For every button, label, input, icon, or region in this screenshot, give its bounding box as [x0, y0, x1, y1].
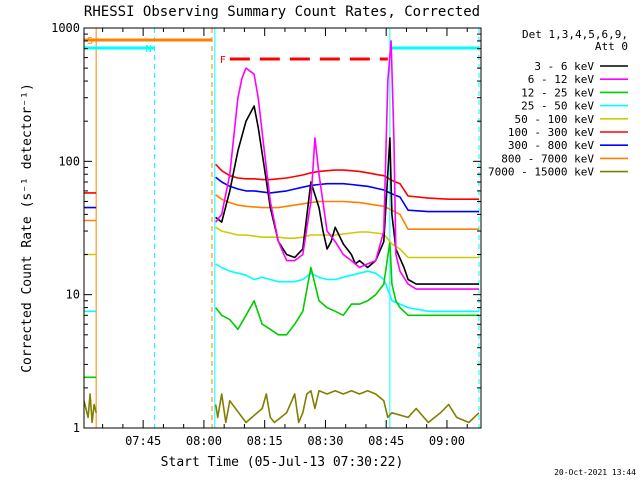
x-tick-label: 08:15: [247, 434, 283, 448]
y-tick-label: 1000: [51, 21, 80, 35]
series-line-3: [84, 263, 479, 313]
y-tick-label: 1: [73, 421, 80, 435]
status-bar-label-S: S: [87, 36, 93, 47]
legend-label: 50 - 100 keV: [515, 113, 595, 126]
chart-title: RHESSI Observing Summary Count Rates, Co…: [84, 4, 480, 20]
legend-label: 7000 - 15000 keV: [488, 166, 594, 179]
legend-header-line-1: Det 1,3,4,5,6,9,: [522, 28, 628, 41]
x-tick-label: 08:45: [368, 434, 404, 448]
legend-label: 25 - 50 keV: [521, 100, 594, 113]
legend-label: 12 - 25 keV: [521, 86, 594, 99]
legend-label: 300 - 800 keV: [508, 139, 594, 152]
series-line-8: [84, 390, 480, 424]
series-line-4: [84, 226, 479, 259]
legend-label: 100 - 300 keV: [508, 126, 594, 139]
x-axis-label: Start Time (05-Jul-13 07:30:22): [161, 455, 404, 470]
series-line-0: [215, 105, 479, 285]
x-tick-label: 09:00: [429, 434, 465, 448]
legend-label: 800 - 7000 keV: [501, 152, 594, 165]
plot-frame: [83, 27, 482, 429]
y-axis: 1 10 100 1000: [51, 21, 481, 435]
legend-header-line-2: Att 0: [595, 40, 628, 53]
status-bar-label-F: F: [220, 55, 226, 66]
y-tick-label: 100: [58, 154, 80, 168]
series-line-1: [215, 40, 479, 290]
y-tick-label: 10: [66, 288, 80, 302]
legend-label: 3 - 6 keV: [534, 60, 594, 73]
series-line-7: [84, 194, 479, 230]
y-axis-label: Corrected Count Rate (s⁻¹ detector⁻¹): [20, 83, 35, 373]
series-line-6: [84, 176, 479, 213]
x-tick-label: 07:45: [125, 434, 161, 448]
x-tick-label: 08:30: [307, 434, 343, 448]
series-line-5: [84, 163, 479, 200]
x-axis: 07:45 08:00 08:15 08:30 08:45 09:00: [102, 28, 468, 448]
footer-timestamp: 20-Oct-2021 13:44: [554, 468, 636, 477]
plot-area: [84, 28, 480, 428]
x-tick-label: 08:00: [186, 434, 222, 448]
status-bar-label-N: N: [145, 44, 151, 55]
legend-label: 6 - 12 keV: [528, 73, 595, 86]
series-line-2: [84, 240, 479, 379]
